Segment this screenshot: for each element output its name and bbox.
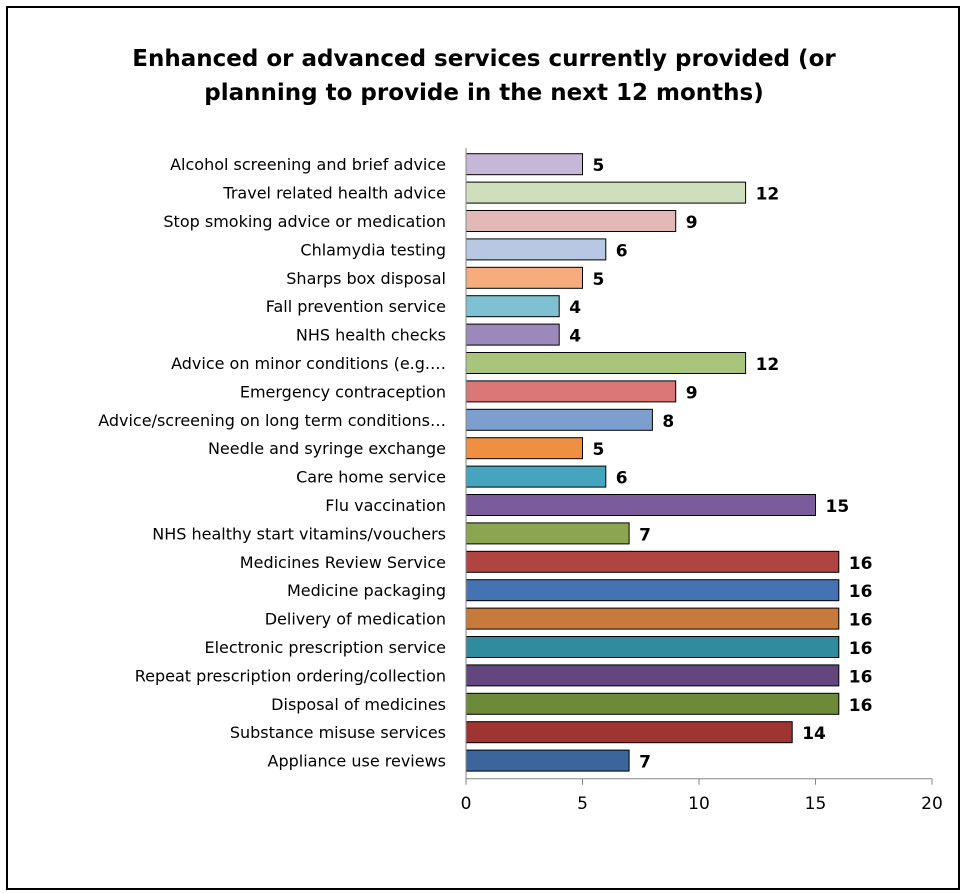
data-label: 16 <box>849 554 873 574</box>
category-label: Fall prevention service <box>266 297 446 316</box>
bar <box>465 465 607 488</box>
category-label: Advice on minor conditions (e.g.… <box>171 354 446 373</box>
bar <box>465 749 630 772</box>
category-label: NHS healthy start vitamins/vouchers <box>152 524 446 543</box>
x-tick-label: 10 <box>688 794 710 814</box>
category-label: Needle and syringe exchange <box>208 439 446 458</box>
data-label: 16 <box>849 696 873 716</box>
chart-title: Enhanced or advanced services currently … <box>0 42 968 110</box>
category-label: Travel related health advice <box>222 184 446 203</box>
category-label: Appliance use reviews <box>268 752 446 771</box>
bar <box>465 636 840 658</box>
data-label: 16 <box>849 582 873 602</box>
bar <box>465 494 816 516</box>
x-tick-label: 5 <box>577 794 588 814</box>
data-label: 16 <box>849 611 873 631</box>
chart-title-line-1: Enhanced or advanced services currently … <box>132 46 836 72</box>
bar <box>465 295 560 318</box>
data-label: 6 <box>616 241 628 261</box>
data-label: 7 <box>639 525 651 545</box>
data-label: 14 <box>802 724 826 744</box>
category-label: Care home service <box>296 468 446 487</box>
data-label: 12 <box>756 355 780 375</box>
category-label: Stop smoking advice or medication <box>163 212 446 231</box>
data-label: 5 <box>593 270 605 290</box>
chart-title-line-2: planning to provide in the next 12 month… <box>204 80 764 106</box>
category-label: Electronic prescription service <box>204 638 446 657</box>
bar <box>465 408 653 431</box>
category-label: Repeat prescription ordering/collection <box>135 666 446 685</box>
category-label: Sharps box disposal <box>286 269 446 288</box>
category-label: NHS health checks <box>296 326 446 345</box>
bar <box>465 380 677 403</box>
bar <box>465 352 747 374</box>
bar <box>465 181 747 204</box>
category-label: Substance misuse services <box>230 723 446 742</box>
category-label: Disposal of medicines <box>271 695 446 714</box>
bar <box>465 721 793 744</box>
bar <box>465 437 583 460</box>
bar <box>465 550 840 573</box>
category-label: Chlamydia testing <box>300 240 446 259</box>
x-tick-label: 0 <box>461 794 472 814</box>
category-label: Emergency contraception <box>240 382 446 401</box>
data-label: 9 <box>686 213 698 233</box>
bar <box>465 607 840 630</box>
bar <box>465 692 840 715</box>
bar <box>465 210 677 232</box>
bar <box>465 323 560 346</box>
category-label: Alcohol screening and brief advice <box>170 155 446 174</box>
bar <box>465 266 583 289</box>
data-label: 6 <box>616 469 628 489</box>
data-label: 5 <box>593 156 605 176</box>
bar <box>465 238 607 261</box>
data-label: 5 <box>593 440 605 460</box>
bar <box>465 664 840 687</box>
data-label: 4 <box>569 298 581 318</box>
data-label: 9 <box>686 383 698 403</box>
x-tick-label: 20 <box>921 794 943 814</box>
category-label: Advice/screening on long term conditions… <box>98 411 446 430</box>
category-label: Delivery of medication <box>265 610 446 629</box>
data-label: 8 <box>662 412 674 432</box>
bar <box>465 153 583 176</box>
data-label: 12 <box>756 185 780 205</box>
data-label: 4 <box>569 327 581 347</box>
bar <box>465 522 630 545</box>
category-label: Medicines Review Service <box>240 553 446 572</box>
bar <box>465 579 840 602</box>
data-label: 7 <box>639 753 651 773</box>
data-label: 15 <box>826 497 850 517</box>
data-label: 16 <box>849 667 873 687</box>
category-label: Flu vaccination <box>325 496 446 515</box>
data-label: 16 <box>849 639 873 659</box>
category-label: Medicine packaging <box>287 581 446 600</box>
x-tick-label: 15 <box>805 794 827 814</box>
